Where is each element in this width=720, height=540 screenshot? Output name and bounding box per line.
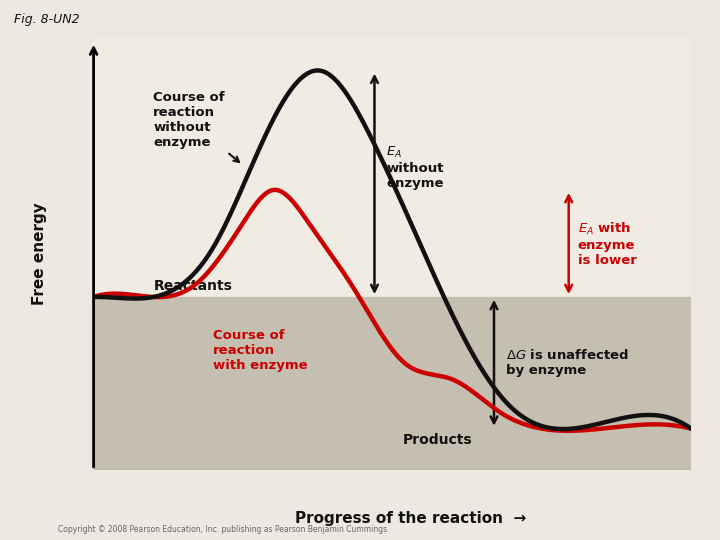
Text: Reactants: Reactants — [153, 279, 233, 293]
Text: Copyright © 2008 Pearson Education, Inc. publishing as Pearson Benjamin Cummings: Copyright © 2008 Pearson Education, Inc.… — [58, 524, 387, 534]
Text: Free energy: Free energy — [32, 202, 48, 305]
Text: Products: Products — [402, 433, 472, 447]
Text: Fig. 8-UN2: Fig. 8-UN2 — [14, 14, 80, 26]
Bar — [94, 297, 691, 470]
Text: $\Delta G$ is unaffected
by enzyme: $\Delta G$ is unaffected by enzyme — [506, 348, 629, 377]
Text: Course of
reaction
without
enzyme: Course of reaction without enzyme — [153, 91, 239, 162]
Text: Course of
reaction
with enzyme: Course of reaction with enzyme — [213, 329, 307, 372]
Text: $E_A$
without
enzyme: $E_A$ without enzyme — [387, 145, 444, 190]
Bar — [94, 38, 691, 297]
Text: $E_A$ with
enzyme
is lower: $E_A$ with enzyme is lower — [577, 220, 636, 267]
Text: Progress of the reaction  →: Progress of the reaction → — [294, 511, 526, 526]
